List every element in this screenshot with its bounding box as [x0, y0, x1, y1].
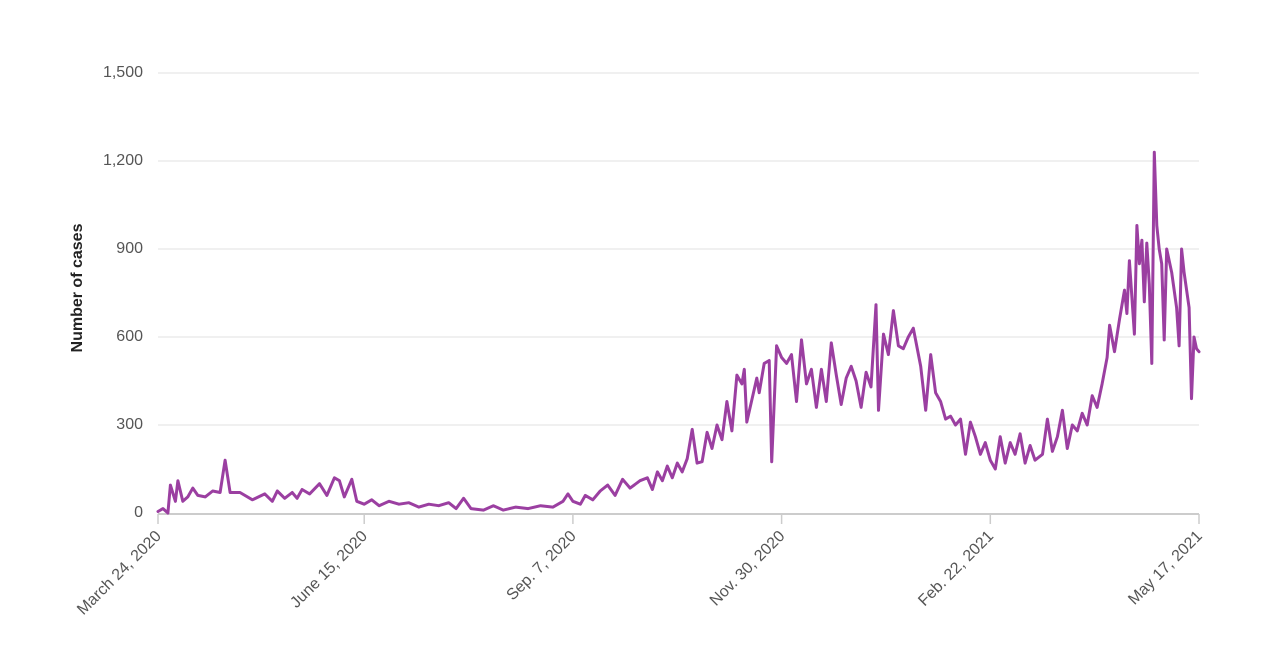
y-tick-label: 1,500 [103, 64, 143, 81]
y-tick-label: 1,200 [103, 152, 143, 169]
x-tick-label: Sep. 7, 2020 [504, 528, 580, 604]
y-tick-label: 900 [116, 240, 143, 257]
y-tick-label: 300 [116, 416, 143, 433]
x-axis: March 24, 2020 June 15, 2020 Sep. 7, 2020 N… [74, 513, 1206, 619]
series-layer [156, 150, 1201, 515]
x-tick-label: March 24, 2020 [74, 528, 165, 619]
y-tick-label: 600 [116, 328, 143, 345]
x-tick-label: May 17, 2021 [1125, 528, 1206, 609]
gridlines [158, 72, 1199, 426]
y-tick-label: 0 [134, 504, 143, 521]
series-line [156, 150, 1201, 515]
x-tick-label: Feb. 22, 2021 [915, 528, 997, 610]
x-tick-label: Nov. 30, 2020 [707, 528, 789, 610]
x-tick-label: June 15, 2020 [287, 528, 371, 612]
y-axis-tick-labels: 0 300 600 900 1,200 1,500 [103, 64, 143, 521]
y-axis-title: Number of cases [69, 223, 86, 352]
